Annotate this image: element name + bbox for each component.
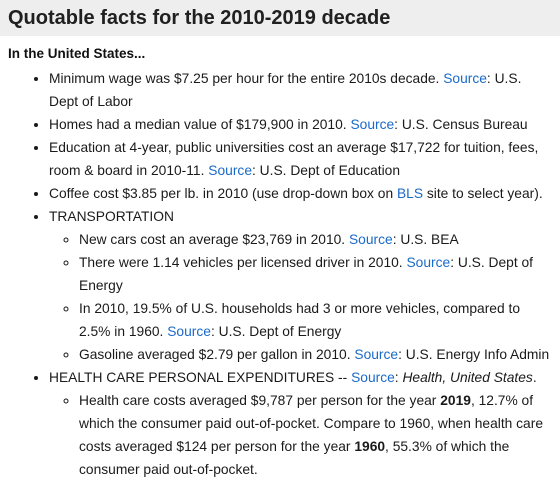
source-link[interactable]: Source [351, 370, 395, 385]
list-item-health: HEALTH CARE PERSONAL EXPENDITURES -- Sou… [49, 366, 554, 481]
facts-list: Minimum wage was $7.25 per hour for the … [6, 67, 554, 481]
list-item-min-wage: Minimum wage was $7.25 per hour for the … [49, 67, 554, 113]
content: In the United States... Minimum wage was… [0, 46, 560, 481]
list-item-cars: New cars cost an average $23,769 in 2010… [79, 228, 554, 251]
source-link[interactable]: Source [350, 117, 395, 132]
source-link[interactable]: Source [167, 324, 211, 339]
source-link[interactable]: Source [208, 163, 252, 178]
list-item-coffee: Coffee cost $3.85 per lb. in 2010 (use d… [49, 182, 554, 205]
title-bar: Quotable facts for the 2010-2019 decade [0, 0, 560, 36]
page-title: Quotable facts for the 2010-2019 decade [8, 6, 391, 29]
source-link[interactable]: Source [443, 71, 487, 86]
transportation-list: New cars cost an average $23,769 in 2010… [49, 228, 554, 366]
section-subtitle: In the United States... [8, 46, 146, 61]
year-2019: 2019 [440, 393, 471, 408]
publication-title: Health, United States [402, 370, 533, 385]
list-item-education: Education at 4-year, public universities… [49, 136, 554, 182]
list-item-vehicles: There were 1.14 vehicles per licensed dr… [79, 251, 554, 297]
list-item-gasoline: Gasoline averaged $2.79 per gallon in 20… [79, 343, 554, 366]
source-link[interactable]: Source [348, 232, 393, 247]
transportation-heading: TRANSPORTATION [49, 209, 174, 224]
source-link[interactable]: Source [354, 347, 399, 362]
source-link[interactable]: Source [406, 255, 451, 270]
list-item-transportation: TRANSPORTATION New cars cost an average … [49, 205, 554, 366]
list-item-homes: Homes had a median value of $179,900 in … [49, 113, 554, 136]
list-item-health-costs: Health care costs averaged $9,787 per pe… [79, 389, 554, 481]
health-heading: HEALTH CARE PERSONAL EXPENDITURES -- [49, 370, 352, 385]
year-1960: 1960 [354, 439, 386, 454]
list-item-households: In 2010, 19.5% of U.S. households had 3 … [79, 297, 554, 343]
bls-link[interactable]: BLS [396, 186, 424, 201]
health-list: Health care costs averaged $9,787 per pe… [49, 389, 554, 481]
